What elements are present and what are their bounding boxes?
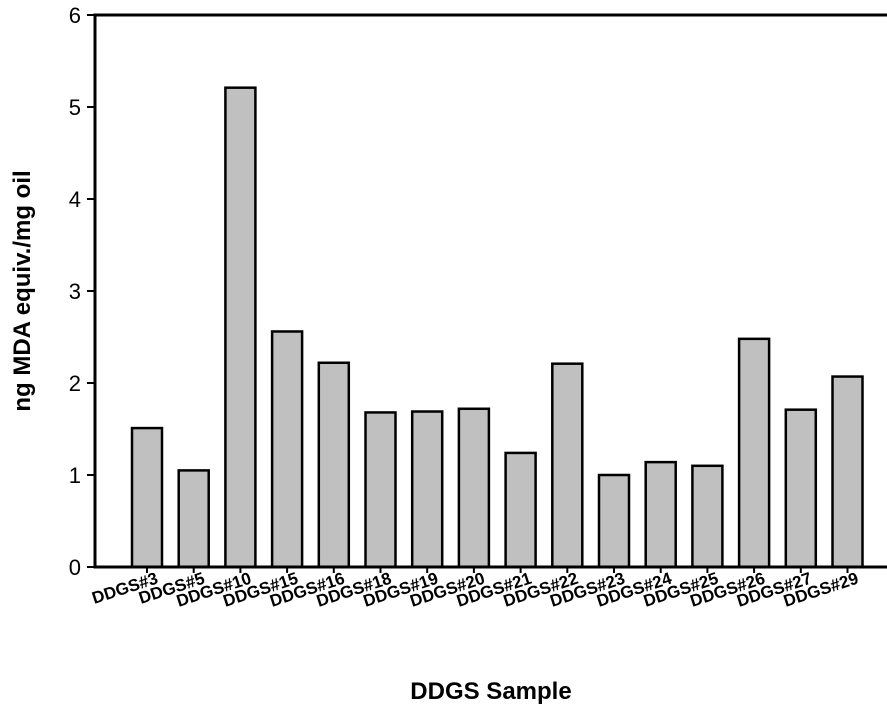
bar-ddgs-22 (551, 362, 584, 569)
bar-ddgs-3 (130, 426, 164, 569)
bar-ddgs-24 (644, 460, 677, 569)
y-tick-label: 0 (69, 555, 81, 580)
bar-ddgs-15 (270, 330, 304, 569)
y-tick-label: 6 (69, 3, 81, 28)
y-axis-ticks: 0 1 2 3 4 5 6 (69, 3, 95, 580)
y-tick-label: 4 (69, 187, 81, 212)
bar-ddgs-29 (831, 375, 864, 569)
bar-ddgs-18 (364, 411, 397, 569)
bar-ddgs-16 (317, 361, 351, 569)
y-tick-label: 1 (69, 463, 81, 488)
bars-group (130, 86, 864, 569)
x-axis-title: DDGS Sample (410, 678, 571, 705)
bar-ddgs-5 (177, 469, 210, 569)
y-axis-title: ng MDA equiv./mg oil (9, 170, 36, 411)
bar-ddgs-27 (784, 408, 818, 569)
x-axis-ticks: DDGS#3DDGS#5DDGS#10DDGS#15DDGS#16DDGS#18… (90, 567, 861, 611)
bar-ddgs-23 (597, 473, 631, 569)
bar-ddgs-20 (457, 407, 491, 569)
bar-ddgs-19 (410, 410, 444, 569)
bar-ddgs-25 (691, 464, 724, 569)
y-tick-label: 2 (69, 371, 81, 396)
bar-ddgs-21 (504, 451, 537, 569)
bar-ddgs-26 (737, 337, 771, 569)
y-tick-label: 5 (69, 95, 81, 120)
bar-ddgs-10 (224, 86, 257, 569)
y-tick-label: 3 (69, 279, 81, 304)
